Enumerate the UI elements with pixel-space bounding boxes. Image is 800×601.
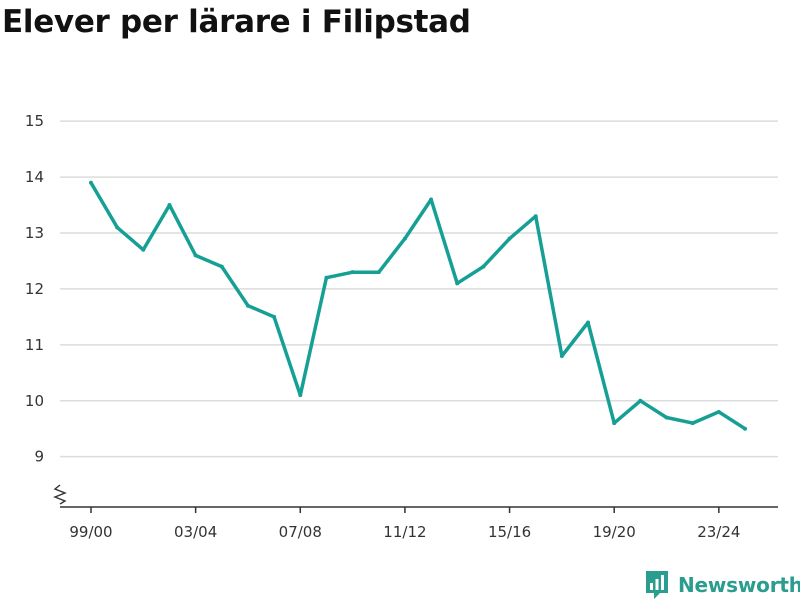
data-point-06/07 bbox=[272, 314, 277, 319]
y-tick-label-14: 14 bbox=[25, 168, 44, 186]
y-tick-label-13: 13 bbox=[25, 224, 44, 242]
y-tick-label-10: 10 bbox=[25, 392, 44, 410]
series-group bbox=[89, 180, 747, 431]
data-point-03/04 bbox=[193, 253, 198, 258]
data-point-17/18 bbox=[559, 354, 564, 359]
x-tick-label-23/24: 23/24 bbox=[697, 523, 740, 541]
brand-name: Newsworthy bbox=[678, 573, 800, 597]
data-point-12/13 bbox=[429, 197, 434, 202]
data-point-13/14 bbox=[455, 281, 460, 286]
data-point-05/06 bbox=[245, 303, 250, 308]
data-point-09/10 bbox=[350, 270, 355, 275]
data-point-99/00 bbox=[89, 180, 93, 185]
y-tick-label-15: 15 bbox=[25, 112, 44, 130]
y-tick-label-9: 9 bbox=[34, 448, 44, 466]
data-point-15/16 bbox=[507, 236, 512, 241]
data-point-08/09 bbox=[324, 275, 329, 280]
x-axis-ticks: 99/00 03/04 07/08 11/12 15/16 19/20 23/24 bbox=[69, 507, 740, 541]
x-axis bbox=[53, 484, 778, 508]
data-point-02/03 bbox=[167, 203, 172, 208]
y-axis-ticks: 9 10 11 12 13 14 15 bbox=[25, 112, 44, 465]
y-tick-label-12: 12 bbox=[25, 280, 44, 298]
data-point-11/12 bbox=[402, 236, 407, 241]
x-tick-label-03/04: 03/04 bbox=[174, 523, 217, 541]
axis-break-icon bbox=[53, 484, 67, 505]
gridlines bbox=[60, 120, 778, 458]
y-tick-label-11: 11 bbox=[25, 336, 44, 354]
x-tick-label-19/20: 19/20 bbox=[593, 523, 636, 541]
data-point-01/02 bbox=[141, 247, 146, 252]
x-tick-label-11/12: 11/12 bbox=[383, 523, 426, 541]
data-point-16/17 bbox=[533, 214, 538, 219]
data-point-23/24 bbox=[716, 409, 721, 414]
data-point-07/08 bbox=[298, 393, 303, 398]
x-tick-label-15/16: 15/16 bbox=[488, 523, 531, 541]
data-point-19/20 bbox=[612, 421, 617, 426]
data-point-04/05 bbox=[219, 264, 224, 269]
data-point-22/23 bbox=[690, 421, 695, 426]
data-point-18/19 bbox=[586, 320, 591, 325]
x-tick-label-99/00: 99/00 bbox=[69, 523, 112, 541]
series-line-0 bbox=[89, 180, 747, 431]
brand-logo: Newsworthy bbox=[644, 569, 800, 601]
data-point-21/22 bbox=[664, 415, 669, 420]
data-point-24/25 bbox=[743, 426, 747, 431]
x-tick-label-07/08: 07/08 bbox=[279, 523, 322, 541]
data-point-00/01 bbox=[115, 225, 120, 230]
data-point-10/11 bbox=[376, 270, 381, 275]
chart-title: Elever per lärare i Filipstad bbox=[2, 4, 471, 40]
bar-chart-speech-bubble-icon bbox=[646, 571, 668, 599]
data-point-14/15 bbox=[481, 264, 486, 269]
data-point-20/21 bbox=[638, 398, 643, 403]
